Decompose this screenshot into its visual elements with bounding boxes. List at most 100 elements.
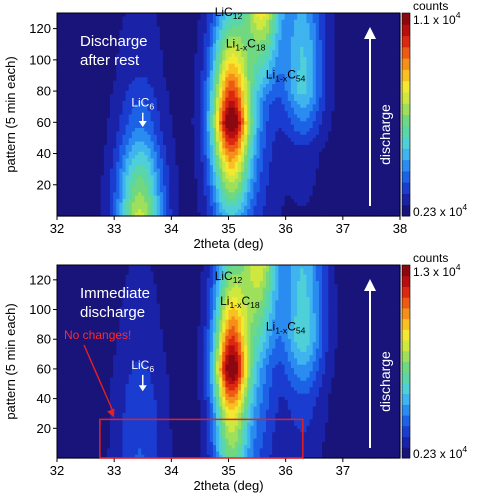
heatmap-cell bbox=[393, 94, 398, 99]
heatmap-cell bbox=[116, 73, 120, 78]
heatmap-cell bbox=[334, 80, 339, 85]
heatmap-cell bbox=[353, 80, 357, 85]
heatmap-cell bbox=[384, 23, 389, 28]
heatmap-cell bbox=[387, 33, 392, 38]
heatmap-cell bbox=[231, 80, 236, 85]
heatmap-cell bbox=[393, 46, 398, 51]
heatmap-cell bbox=[206, 87, 211, 92]
heatmap-cell bbox=[253, 50, 258, 55]
heatmap-cell bbox=[209, 29, 214, 34]
heatmap-cell bbox=[119, 46, 124, 51]
heatmap-cell bbox=[110, 40, 114, 45]
heatmap-cell bbox=[375, 13, 379, 17]
heatmap-cell bbox=[281, 40, 286, 45]
heatmap-cell bbox=[350, 94, 354, 99]
heatmap-cell bbox=[228, 46, 233, 51]
heatmap-cell bbox=[337, 56, 342, 61]
heatmap-cell bbox=[340, 73, 345, 78]
heatmap-cell bbox=[191, 53, 195, 58]
heatmap-cell bbox=[262, 90, 267, 95]
heatmap-cell bbox=[387, 67, 392, 72]
heatmap-cell bbox=[350, 80, 354, 85]
heatmap-cell bbox=[200, 63, 205, 68]
heatmap-cell bbox=[253, 33, 258, 38]
heatmap-cell bbox=[169, 90, 173, 95]
heatmap-cell bbox=[309, 77, 314, 82]
heatmap-cell bbox=[106, 53, 111, 58]
heatmap-cell bbox=[94, 67, 99, 72]
heatmap-cell bbox=[393, 70, 398, 75]
heatmap-cell bbox=[60, 40, 64, 45]
heatmap-cell bbox=[393, 87, 398, 92]
heatmap-cell bbox=[234, 13, 239, 17]
heatmap-cell bbox=[337, 23, 342, 28]
heatmap-cell bbox=[297, 67, 301, 72]
heatmap-cell bbox=[85, 77, 89, 82]
heatmap-cell bbox=[396, 63, 401, 68]
heatmap-cell bbox=[169, 16, 173, 21]
heatmap-cell bbox=[106, 90, 111, 95]
heatmap-cell bbox=[206, 26, 211, 31]
heatmap-cell bbox=[134, 26, 139, 31]
heatmap-cell bbox=[128, 16, 133, 21]
heatmap-cell bbox=[325, 67, 329, 72]
heatmap-cell bbox=[85, 36, 89, 41]
heatmap-cell bbox=[318, 56, 323, 61]
heatmap-cell bbox=[175, 50, 180, 55]
heatmap-cell bbox=[231, 87, 236, 92]
heatmap-cell bbox=[119, 16, 124, 21]
heatmap-cell bbox=[234, 26, 239, 31]
heatmap-cell bbox=[156, 53, 161, 58]
heatmap-cell bbox=[259, 90, 264, 95]
heatmap-cell bbox=[356, 13, 361, 17]
heatmap-cell bbox=[331, 70, 336, 75]
heatmap-cell bbox=[106, 84, 111, 89]
heatmap-cell bbox=[378, 63, 382, 68]
heatmap-cell bbox=[290, 67, 295, 72]
heatmap-cell bbox=[100, 33, 105, 38]
heatmap-cell bbox=[231, 29, 236, 34]
heatmap-cell bbox=[331, 63, 336, 68]
heatmap-cell bbox=[200, 60, 205, 65]
heatmap-cell bbox=[81, 33, 86, 38]
heatmap-cell bbox=[175, 73, 180, 78]
heatmap-cell bbox=[194, 40, 198, 45]
heatmap-cell bbox=[91, 70, 96, 75]
heatmap-cell bbox=[144, 23, 149, 28]
heatmap-cell bbox=[97, 77, 102, 82]
heatmap-cell bbox=[272, 94, 276, 99]
heatmap-cell bbox=[275, 19, 279, 24]
heatmap-cell bbox=[60, 26, 64, 31]
heatmap-cell bbox=[75, 94, 80, 99]
heatmap-cell bbox=[100, 63, 105, 68]
heatmap-cell bbox=[212, 29, 217, 34]
heatmap-cell bbox=[166, 23, 170, 28]
heatmap-cell bbox=[122, 33, 127, 38]
heatmap-cell bbox=[206, 16, 211, 21]
heatmap-cell bbox=[290, 60, 295, 65]
heatmap-cell bbox=[259, 56, 264, 61]
heatmap-cell bbox=[234, 40, 239, 45]
heatmap-cell bbox=[293, 23, 298, 28]
heatmap-cell bbox=[343, 29, 348, 34]
heatmap-cell bbox=[88, 19, 92, 24]
heatmap-cell bbox=[97, 23, 102, 28]
heatmap-cell bbox=[88, 16, 92, 21]
heatmap-cell bbox=[253, 23, 258, 28]
heatmap-cell bbox=[284, 46, 289, 51]
heatmap-cell bbox=[138, 94, 142, 99]
heatmap-cell bbox=[197, 84, 202, 89]
heatmap-cell bbox=[197, 56, 202, 61]
heatmap-cell bbox=[81, 26, 86, 31]
heatmap-cell bbox=[278, 40, 283, 45]
heatmap-cell bbox=[244, 23, 248, 28]
heatmap-cell bbox=[284, 73, 289, 78]
heatmap-cell bbox=[209, 90, 214, 95]
heatmap-cell bbox=[396, 33, 401, 38]
heatmap-cell bbox=[134, 33, 139, 38]
heatmap-cell bbox=[240, 53, 245, 58]
heatmap-cell bbox=[113, 94, 117, 99]
heatmap-cell bbox=[200, 40, 205, 45]
heatmap-cell bbox=[306, 60, 311, 65]
